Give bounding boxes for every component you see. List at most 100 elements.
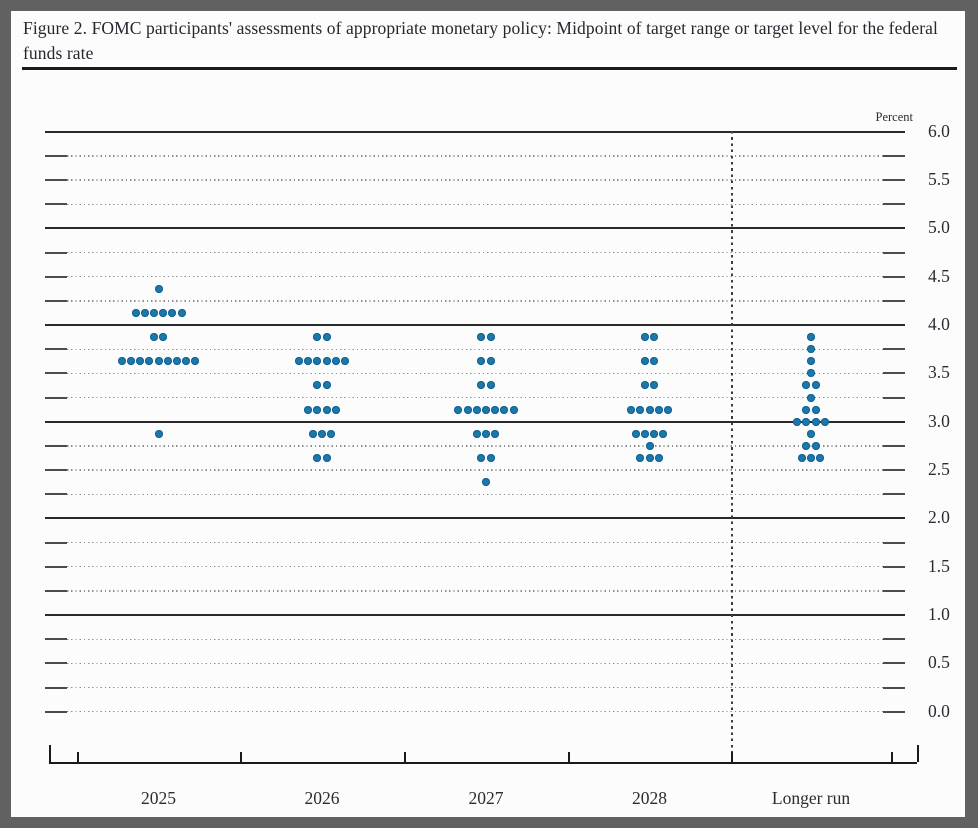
- gridline-left-cap: [45, 493, 67, 496]
- dot: [322, 357, 331, 366]
- dot: [807, 357, 815, 366]
- dot: [640, 429, 649, 438]
- dot: [168, 308, 177, 317]
- dot: [482, 478, 490, 487]
- x-axis: [49, 762, 917, 764]
- gridline-right-cap: [883, 299, 905, 302]
- dot: [645, 453, 654, 462]
- x-tick: [240, 752, 242, 762]
- y-tick-label: 3.5: [928, 362, 950, 383]
- gridline-right-cap: [883, 638, 905, 641]
- gridline-left-cap: [45, 251, 67, 254]
- dot: [807, 333, 815, 342]
- dot: [811, 405, 820, 414]
- dot: [802, 381, 811, 390]
- dot: [640, 381, 649, 390]
- gridline-dashed: [67, 372, 883, 375]
- title-rule: [22, 67, 957, 70]
- dot: [477, 453, 486, 462]
- y-tick-label: 2.0: [928, 507, 950, 528]
- dot: [477, 333, 486, 342]
- dot: [463, 405, 472, 414]
- gridline-dashed: [67, 179, 883, 181]
- dot: [454, 405, 463, 414]
- dot: [126, 357, 135, 366]
- dot: [807, 453, 815, 462]
- gridline-left-cap: [45, 348, 67, 351]
- gridline-solid: [45, 517, 905, 520]
- dot: [807, 429, 815, 438]
- dot: [172, 357, 181, 366]
- gridline-left-cap: [45, 154, 67, 157]
- gridline-left-cap: [45, 638, 67, 641]
- gridline-solid: [45, 420, 905, 423]
- gridline-solid: [45, 614, 905, 617]
- dot: [659, 429, 668, 438]
- dot: [807, 345, 815, 354]
- x-tick: [77, 752, 79, 762]
- gridline-right-cap: [883, 710, 905, 713]
- dot: [318, 429, 326, 438]
- x-category-label: 2025: [141, 788, 176, 808]
- gridline-right-cap: [883, 275, 905, 278]
- gridline-solid: [45, 130, 905, 133]
- dot: [313, 453, 322, 462]
- dot: [331, 357, 340, 366]
- gridline-right-cap: [883, 372, 905, 375]
- dot: [182, 357, 191, 366]
- dot: [645, 405, 654, 414]
- gridline-left-cap: [45, 396, 67, 399]
- dot: [327, 429, 336, 438]
- gridline-dashed: [67, 348, 883, 350]
- gridline-dashed: [67, 469, 883, 471]
- gridline-right-cap: [883, 541, 905, 544]
- dot: [149, 308, 158, 317]
- gridline-left-cap: [45, 203, 67, 206]
- dot: [820, 417, 829, 426]
- dot: [816, 453, 825, 462]
- gridline-right-cap: [883, 179, 905, 182]
- dot: [159, 308, 168, 317]
- y-tick-label: 4.0: [928, 314, 950, 335]
- gridline-left-cap: [45, 565, 67, 568]
- dot: [191, 357, 200, 366]
- y-tick-label: 1.5: [928, 555, 950, 576]
- gridline-left-cap: [45, 469, 67, 472]
- dot: [322, 333, 331, 342]
- dot: [811, 417, 820, 426]
- dot: [500, 405, 509, 414]
- dot: [802, 405, 811, 414]
- dot: [322, 405, 331, 414]
- dot: [154, 284, 163, 293]
- y-tick-label: 3.0: [928, 410, 950, 431]
- dot: [654, 405, 663, 414]
- gridline-left-cap: [45, 444, 67, 447]
- gridline-dashed: [67, 445, 883, 447]
- y-tick-label: 2.5: [928, 459, 950, 480]
- dot: [331, 405, 340, 414]
- dot: [486, 333, 495, 342]
- dot: [631, 429, 640, 438]
- gridline-dashed: [67, 711, 883, 713]
- dot: [304, 405, 313, 414]
- gridline-dashed: [67, 566, 883, 568]
- figure-title: Figure 2. FOMC participants' assessments…: [23, 18, 938, 63]
- gridline-dashed: [67, 300, 883, 302]
- gridline-dashed: [67, 276, 883, 278]
- dot: [650, 429, 659, 438]
- dot: [154, 357, 163, 366]
- gridline-left-cap: [45, 710, 67, 713]
- page: Figure 2. FOMC participants' assessments…: [11, 11, 965, 817]
- dot: [627, 405, 636, 414]
- gridline-dashed: [67, 541, 883, 544]
- gridline-dashed: [67, 638, 883, 640]
- dot: [472, 405, 481, 414]
- gridline-left-cap: [45, 589, 67, 592]
- gridline-right-cap: [883, 469, 905, 472]
- gridline-left-cap: [45, 662, 67, 665]
- y-tick-label: 5.5: [928, 169, 950, 190]
- gridline-right-cap: [883, 686, 905, 689]
- dot: [313, 333, 322, 342]
- y-tick-label: 1.0: [928, 604, 950, 625]
